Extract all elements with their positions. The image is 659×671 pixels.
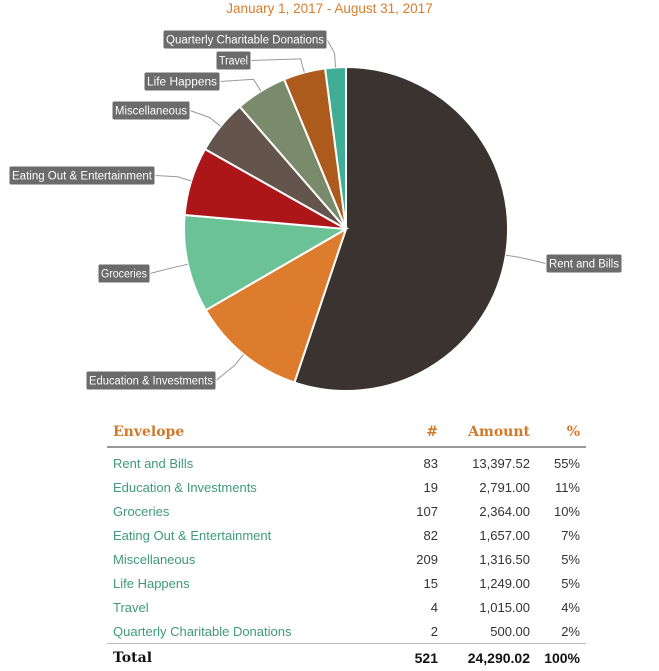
envelope-percent: 5% [536,547,586,571]
leader-line [150,264,188,273]
header-count: # [392,421,444,447]
leader-line [251,59,304,73]
pie-label: Life Happens [144,72,220,91]
envelope-count: 2 [392,619,444,644]
pie-label: Travel [216,51,251,70]
pie-label: Education & Investments [86,371,216,390]
envelope-name[interactable]: Miscellaneous [107,547,392,571]
pie-label-text: Groceries [101,269,147,281]
envelope-amount: 1,657.00 [444,523,536,547]
envelope-name[interactable]: Groceries [107,499,392,523]
envelope-amount: 1,316.50 [444,547,536,571]
pie-label-text: Miscellaneous [115,106,187,118]
pie-label-text: Quarterly Charitable Donations [166,35,324,47]
leader-line [190,111,221,127]
envelope-percent: 10% [536,499,586,523]
envelope-count: 15 [392,571,444,595]
pie-label: Quarterly Charitable Donations [163,30,327,49]
envelope-amount: 2,791.00 [444,475,536,499]
pie-label-text: Eating Out & Entertainment [12,171,153,183]
leader-line [506,255,546,263]
envelope-amount: 2,364.00 [444,499,536,523]
header-percent: % [536,421,586,447]
pie-chart: Rent and Bills Education & Investments Gro… [0,0,659,420]
envelope-count: 209 [392,547,444,571]
envelope-count: 4 [392,595,444,619]
envelope-name[interactable]: Travel [107,595,392,619]
leader-line [327,40,336,68]
pie-label: Miscellaneous [112,101,190,120]
pie-label-text: Life Happens [147,77,217,89]
envelope-count: 107 [392,499,444,523]
envelope-name[interactable]: Rent and Bills [107,447,392,475]
pie-label-text: Travel [219,56,248,68]
envelope-name[interactable]: Life Happens [107,571,392,595]
envelope-amount: 1,015.00 [444,595,536,619]
envelope-amount: 1,249.00 [444,571,536,595]
envelope-percent: 4% [536,595,586,619]
envelope-amount: 13,397.52 [444,447,536,475]
envelope-count: 83 [392,447,444,475]
total-percent: 100% [536,644,586,671]
pie-label: Groceries [98,264,150,283]
envelope-percent: 2% [536,619,586,644]
leader-line [155,176,191,182]
total-count: 521 [392,644,444,671]
envelope-percent: 5% [536,571,586,595]
header-envelope: Envelope [107,421,392,447]
total-row: Total 521 24,290.02 100% [107,644,586,671]
envelope-percent: 11% [536,475,586,499]
envelope-percent: 7% [536,523,586,547]
pie-label: Rent and Bills [546,254,622,273]
envelope-amount: 500.00 [444,619,536,644]
envelope-count: 19 [392,475,444,499]
header-amount: Amount [444,421,536,447]
pie-label-text: Education & Investments [89,376,213,388]
leader-line [220,79,261,91]
envelope-name[interactable]: Education & Investments [107,475,392,499]
envelope-count: 82 [392,523,444,547]
envelope-name[interactable]: Quarterly Charitable Donations [107,619,392,644]
pie-label-text: Rent and Bills [549,259,619,271]
total-label: Total [107,644,392,671]
leader-line [216,355,244,381]
envelope-name[interactable]: Eating Out & Entertainment [107,523,392,547]
total-amount: 24,290.02 [444,644,536,671]
pie-label: Eating Out & Entertainment [9,166,155,185]
table-header-row: Envelope # Amount % [107,421,586,447]
envelope-percent: 55% [536,447,586,475]
